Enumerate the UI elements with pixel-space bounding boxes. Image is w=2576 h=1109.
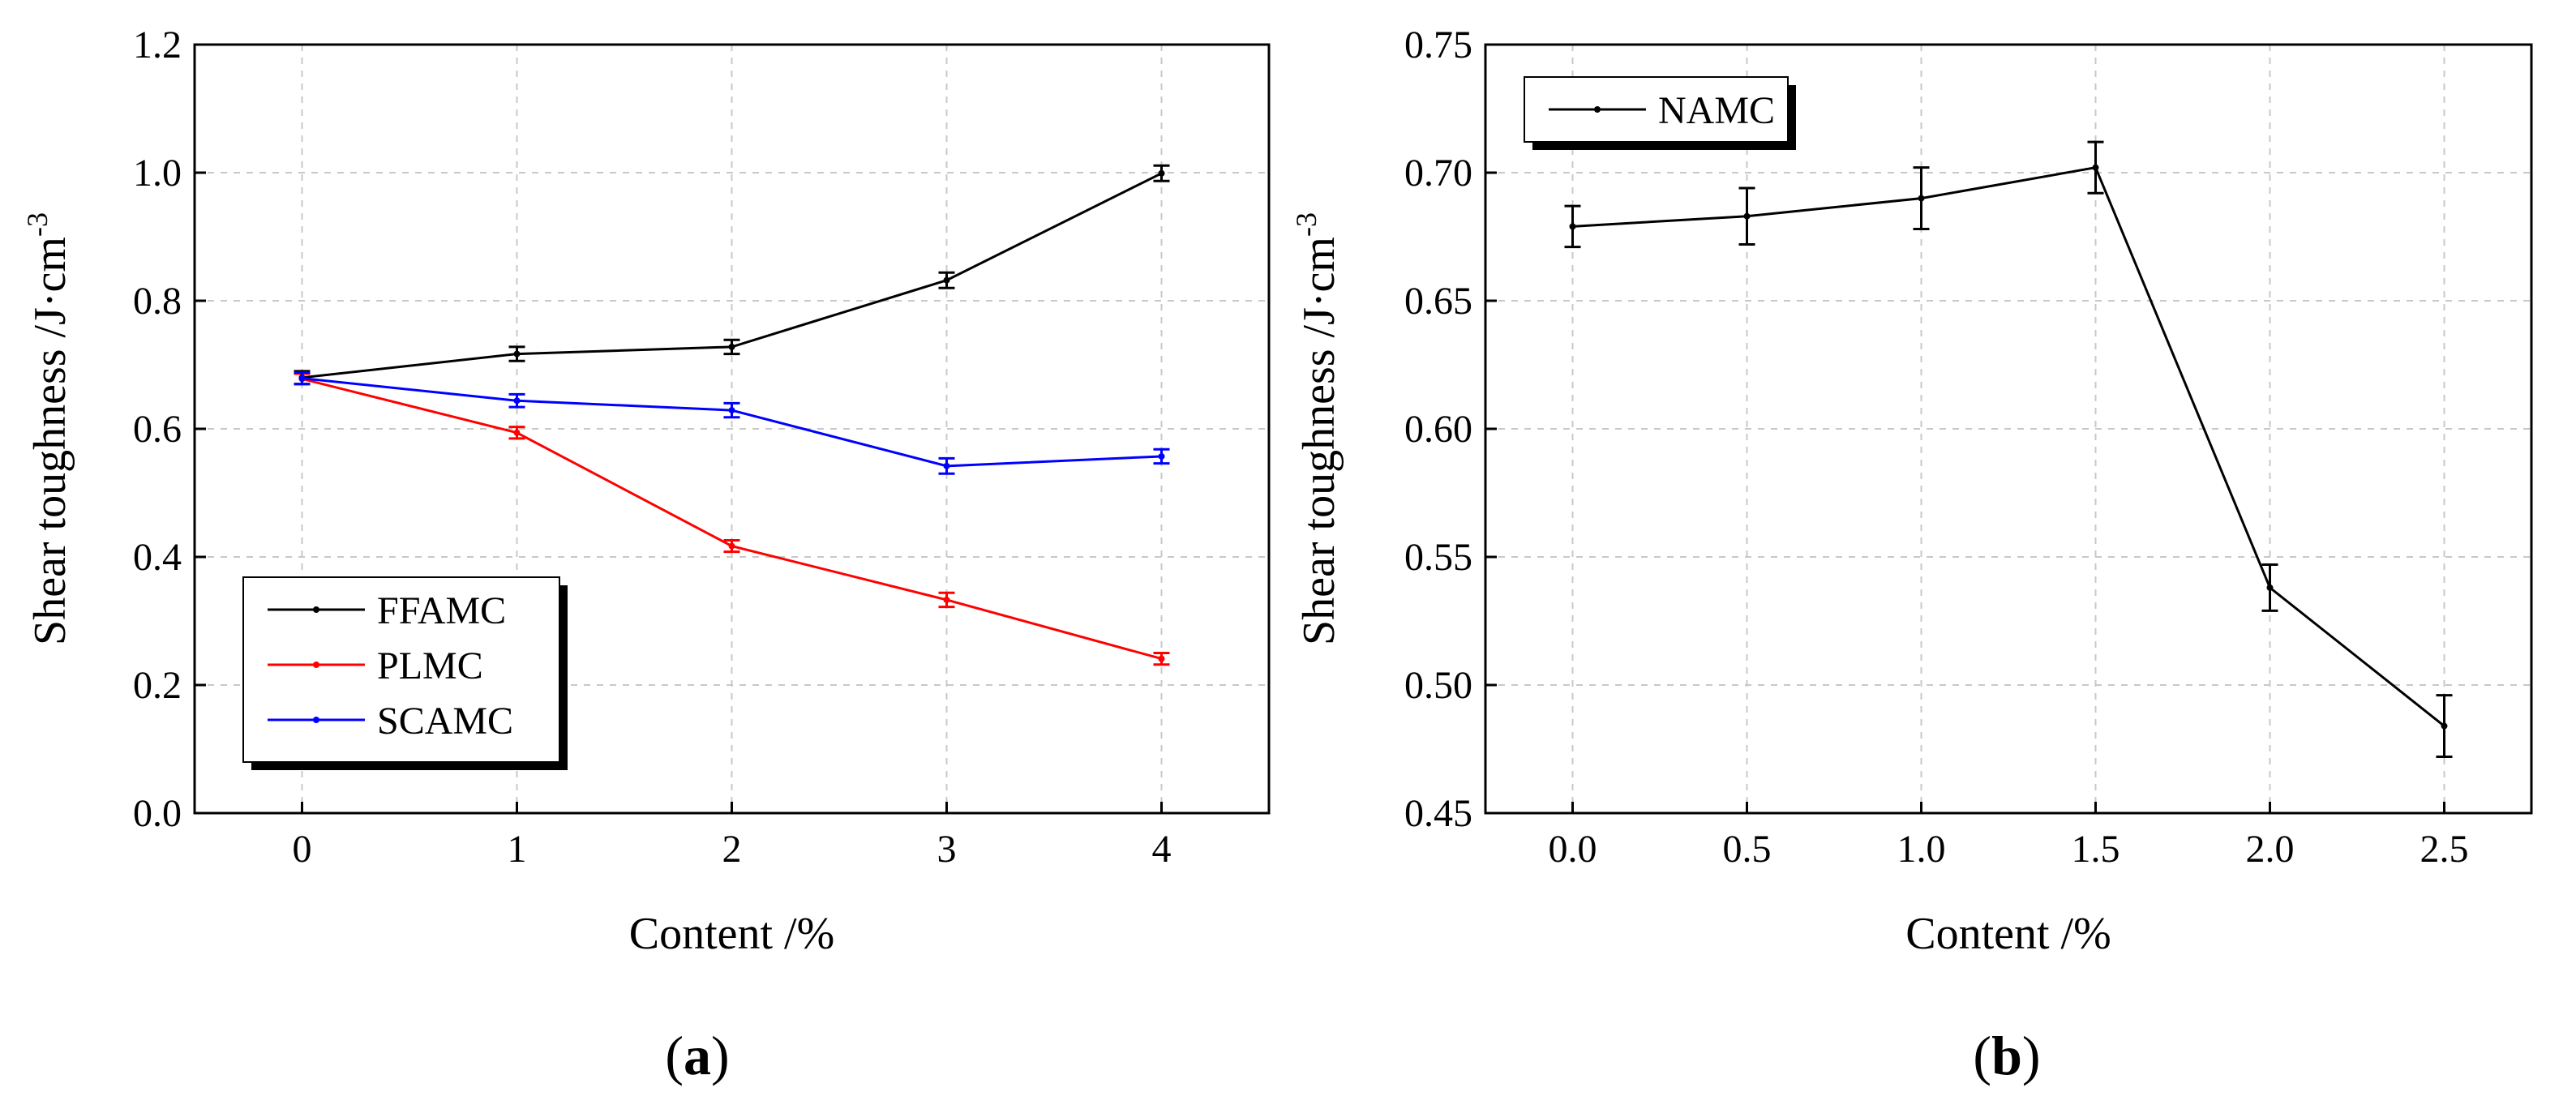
y-tick-label-a-0: 0.0 bbox=[133, 792, 182, 835]
y-tick-label-b-6: 0.75 bbox=[1404, 24, 1472, 66]
point-namc-1 bbox=[1743, 212, 1751, 220]
y-tick-label-a-3: 0.6 bbox=[133, 408, 182, 451]
point-scamc-2 bbox=[728, 407, 735, 414]
point-plmc-1 bbox=[513, 429, 521, 436]
x-tick-label-b-2: 1.0 bbox=[1897, 828, 1946, 871]
panel-label-a: (a) bbox=[665, 1025, 729, 1086]
panel-label-close-b: ) bbox=[2022, 1025, 2041, 1086]
y-tick-label-a-6: 1.2 bbox=[133, 24, 182, 66]
point-namc-4 bbox=[2266, 584, 2274, 591]
y-tick-label-b-4: 0.65 bbox=[1404, 280, 1472, 323]
x-tick-label-b-3: 1.5 bbox=[2072, 828, 2120, 871]
legend-label-plmc: PLMC bbox=[377, 644, 483, 687]
tick-layer-b: 0.0 0.5 1.0 1.5 2.0 2.5 0.45 0.50 0.55 0.60 0.65 0.… bbox=[1404, 24, 2469, 871]
point-ffamc-1 bbox=[513, 350, 521, 358]
panel-label-letter-b: b bbox=[1991, 1025, 2022, 1086]
point-namc-3 bbox=[2092, 164, 2099, 171]
y-axis-title-sup-b: -3 bbox=[1290, 212, 1322, 237]
legend-marker-plmc bbox=[313, 662, 319, 668]
legend-b: NAMC bbox=[1524, 76, 1796, 150]
y-axis-title-sup-a: -3 bbox=[21, 212, 54, 237]
point-scamc-3 bbox=[943, 462, 950, 469]
y-tick-label-a-2: 0.4 bbox=[133, 536, 182, 579]
legend-label-scamc: SCAMC bbox=[377, 700, 513, 743]
x-tick-label-a-4: 4 bbox=[1152, 828, 1172, 871]
y-axis-title-b: Shear toughness /J·cm-3 bbox=[1290, 212, 1344, 645]
y-tick-label-b-0: 0.45 bbox=[1404, 792, 1472, 835]
y-tick-label-a-5: 1.0 bbox=[133, 152, 182, 195]
series-layer-b bbox=[1564, 140, 2453, 758]
point-ffamc-3 bbox=[943, 276, 950, 284]
y-tick-label-b-2: 0.55 bbox=[1404, 536, 1472, 579]
point-plmc-4 bbox=[1158, 655, 1165, 662]
legend-label-ffamc: FFAMC bbox=[377, 589, 506, 632]
x-tick-label-b-4: 2.0 bbox=[2246, 828, 2295, 871]
legend-box-a bbox=[242, 576, 560, 763]
panel-label-letter-a: a bbox=[684, 1025, 711, 1086]
legend-marker-namc bbox=[1594, 106, 1601, 113]
panel-label-close-a: ) bbox=[711, 1025, 730, 1086]
point-ffamc-4 bbox=[1158, 169, 1165, 177]
y-tick-label-b-1: 0.50 bbox=[1404, 664, 1472, 707]
point-ffamc-2 bbox=[728, 343, 735, 350]
x-tick-label-b-1: 0.5 bbox=[1723, 828, 1772, 871]
x-axis-title-b: Content /% bbox=[1905, 909, 2111, 959]
x-tick-label-b-5: 2.5 bbox=[2420, 828, 2469, 871]
y-tick-label-a-1: 0.2 bbox=[133, 664, 182, 707]
panel-label-open-b: ( bbox=[1973, 1025, 1991, 1086]
y-tick-label-b-5: 0.70 bbox=[1404, 152, 1472, 195]
point-plmc-2 bbox=[728, 542, 735, 550]
point-namc-0 bbox=[1569, 223, 1576, 230]
legend-marker-scamc bbox=[313, 717, 319, 723]
y-axis-title-a: Shear toughness /J·cm-3 bbox=[21, 212, 75, 645]
point-scamc-1 bbox=[513, 397, 521, 405]
point-scamc-4 bbox=[1158, 452, 1165, 460]
y-axis-title-main-a: Shear toughness /J·cm bbox=[25, 237, 75, 645]
x-tick-label-a-0: 0 bbox=[293, 828, 312, 871]
x-axis-title-a: Content /% bbox=[629, 909, 835, 959]
tick-layer-a: 0 1 2 3 4 0.0 0.2 0.4 0.6 0.8 1.0 1.2 bbox=[133, 24, 1172, 871]
x-tick-label-a-1: 1 bbox=[508, 828, 527, 871]
series-layer-a bbox=[294, 164, 1170, 666]
panel-label-b: (b) bbox=[1973, 1025, 2040, 1086]
series-line-namc bbox=[1572, 165, 2445, 727]
legend-marker-ffamc bbox=[313, 606, 319, 613]
x-tick-label-a-2: 2 bbox=[722, 828, 742, 871]
chart-panel-a: 0 1 2 3 4 0.0 0.2 0.4 0.6 0.8 1.0 1.2 Content /% Sh… bbox=[21, 24, 1271, 1086]
point-namc-5 bbox=[2441, 722, 2448, 730]
point-plmc-3 bbox=[943, 596, 950, 603]
legend-label-namc: NAMC bbox=[1658, 89, 1775, 132]
x-tick-label-b-0: 0.0 bbox=[1549, 828, 1597, 871]
point-namc-2 bbox=[1918, 195, 1925, 202]
grid-layer-b bbox=[1485, 44, 2531, 814]
y-tick-label-b-3: 0.60 bbox=[1404, 408, 1472, 451]
y-axis-title-main-b: Shear toughness /J·cm bbox=[1294, 237, 1344, 645]
panel-label-open-a: ( bbox=[665, 1025, 684, 1086]
chart-panel-b: 0.0 0.5 1.0 1.5 2.0 2.5 0.45 0.50 0.55 0.60 0.65 0.… bbox=[1290, 24, 2533, 1086]
point-scamc-0 bbox=[298, 375, 306, 382]
y-tick-label-a-4: 0.8 bbox=[133, 280, 182, 323]
legend-a: FFAMC PLMC SCAMC bbox=[242, 576, 568, 770]
x-tick-label-a-3: 3 bbox=[937, 828, 957, 871]
